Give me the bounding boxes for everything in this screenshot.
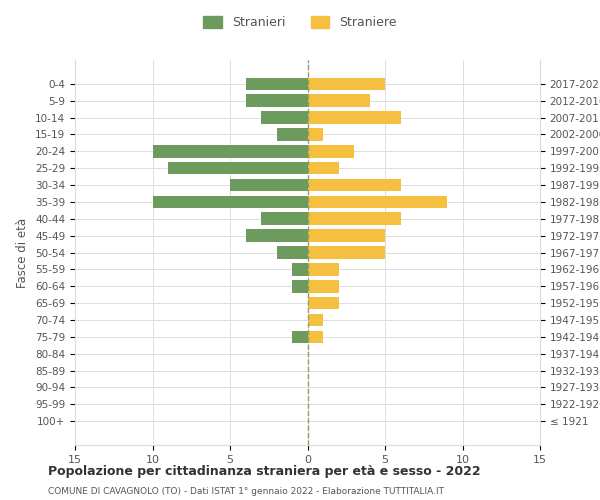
Text: Popolazione per cittadinanza straniera per età e sesso - 2022: Popolazione per cittadinanza straniera p…: [48, 465, 481, 478]
Bar: [152, 196, 308, 208]
Bar: [308, 78, 385, 90]
Y-axis label: Fasce di età: Fasce di età: [16, 218, 29, 288]
Bar: [308, 314, 323, 326]
Bar: [168, 162, 308, 174]
Bar: [308, 196, 447, 208]
Bar: [308, 111, 401, 124]
Text: COMUNE DI CAVAGNOLO (TO) - Dati ISTAT 1° gennaio 2022 - Elaborazione TUTTITALIA.: COMUNE DI CAVAGNOLO (TO) - Dati ISTAT 1°…: [48, 488, 444, 496]
Bar: [308, 297, 338, 310]
Bar: [308, 128, 323, 141]
Bar: [292, 330, 308, 343]
Bar: [152, 145, 308, 158]
Bar: [308, 178, 401, 192]
Bar: [308, 94, 370, 107]
Bar: [308, 230, 385, 242]
Bar: [308, 330, 323, 343]
Bar: [308, 280, 338, 292]
Bar: [245, 94, 308, 107]
Bar: [308, 145, 354, 158]
Bar: [308, 263, 338, 276]
Bar: [230, 178, 308, 192]
Bar: [245, 230, 308, 242]
Bar: [308, 212, 401, 225]
Bar: [292, 263, 308, 276]
Bar: [292, 280, 308, 292]
Bar: [308, 162, 338, 174]
Bar: [261, 212, 308, 225]
Bar: [261, 111, 308, 124]
Bar: [277, 128, 308, 141]
Bar: [245, 78, 308, 90]
Bar: [277, 246, 308, 259]
Legend: Stranieri, Straniere: Stranieri, Straniere: [198, 11, 402, 34]
Bar: [308, 246, 385, 259]
